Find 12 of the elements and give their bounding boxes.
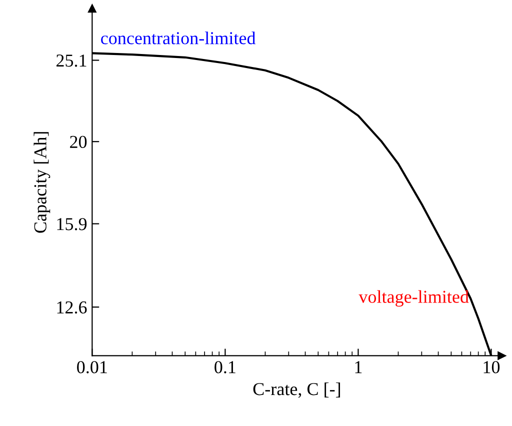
x-tick-label: 0.01 xyxy=(77,361,107,374)
x-tick-label: 0.1 xyxy=(214,361,236,374)
y-axis-title: Capacity [Ah] xyxy=(34,132,50,233)
y-tick-label: 12.6 xyxy=(57,301,87,314)
y-tick-label: 20 xyxy=(70,136,87,148)
y-tick-label: 25.1 xyxy=(56,54,86,67)
x-tick-label: 1 xyxy=(355,361,362,374)
annotation: concentration-limited xyxy=(101,32,256,44)
y-tick-label: 15.9 xyxy=(57,218,87,230)
x-axis-title: C-rate, C [-] xyxy=(253,382,340,398)
annotation: voltage-limited xyxy=(358,290,469,307)
x-tick-label: 10 xyxy=(484,361,500,374)
